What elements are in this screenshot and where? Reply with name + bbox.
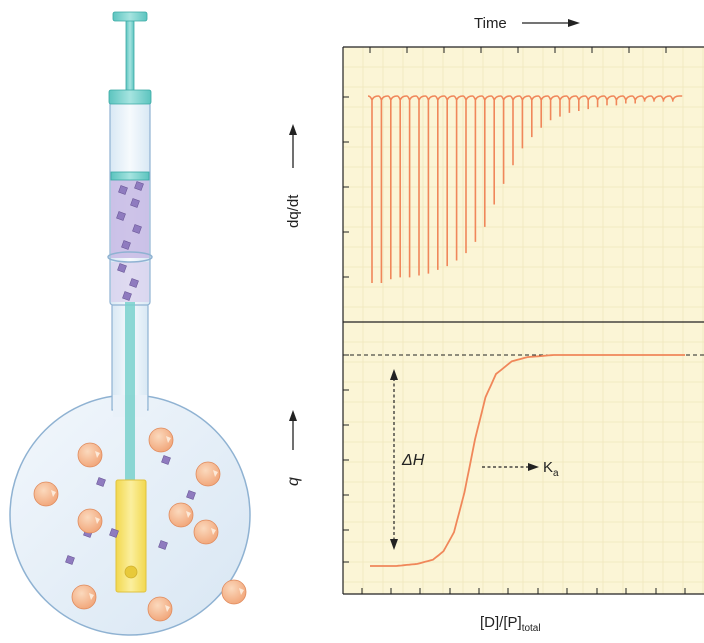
ligand-cube: [116, 211, 126, 221]
ligand-cube: [96, 477, 106, 487]
plunger-rod: [125, 17, 135, 95]
binding-pocket: [239, 588, 244, 595]
protein: [148, 427, 174, 453]
q-arrowhead: [289, 410, 297, 421]
concentration-ratio-label: [D]/[P]total: [480, 614, 541, 634]
ligand-cube: [118, 185, 128, 195]
protein: [33, 481, 59, 507]
syringe-collar: [107, 251, 153, 263]
time-arrowhead: [568, 19, 580, 27]
delta-h-arrowhead-down: [390, 539, 398, 550]
q-axis-label: q: [285, 477, 302, 486]
binding-pocket: [211, 528, 216, 535]
thermogram-trace: [367, 95, 683, 283]
ka-arrowhead: [528, 463, 539, 471]
ligand-molecules: [65, 181, 196, 565]
protein: [221, 579, 247, 605]
delta-h-label: ΔH: [401, 452, 425, 469]
ka-label: Ka: [543, 459, 559, 479]
plunger-cap: [112, 11, 148, 22]
ligand-cube: [121, 240, 131, 250]
protein: [193, 519, 219, 545]
isotherm-ticks: [343, 354, 686, 594]
protein: [77, 508, 103, 534]
isotherm-curve: [370, 354, 685, 567]
ligand-cube: [122, 291, 132, 301]
binding-pocket: [213, 470, 218, 477]
binding-pocket: [95, 451, 100, 458]
ligand-cube: [134, 181, 144, 191]
ligand-cube: [161, 455, 171, 465]
protein: [77, 442, 103, 468]
binding-pocket: [186, 511, 191, 518]
isotherm-panel: [342, 321, 704, 594]
protein-molecules: [33, 427, 247, 622]
injection-needle: [125, 302, 135, 487]
ligand-cube: [158, 540, 168, 550]
time-axis-label: Time: [474, 15, 507, 32]
binding-pocket: [165, 605, 170, 612]
thermogram-ticks: [343, 47, 667, 278]
thermogram-panel: [342, 46, 704, 322]
plunger-head: [108, 89, 152, 105]
protein: [71, 584, 97, 610]
isotherm-background: [343, 322, 704, 594]
protein: [147, 596, 173, 622]
delta-h-arrowhead-up: [390, 369, 398, 380]
ligand-cube: [65, 555, 75, 565]
ligand-cube: [186, 490, 196, 500]
binding-pocket: [166, 436, 171, 443]
ligand-cube: [132, 224, 142, 234]
thermogram-background: [343, 47, 704, 322]
binding-pocket: [51, 490, 56, 497]
dqdt-axis-label: dq/dt: [285, 194, 302, 228]
binding-pocket: [95, 517, 100, 524]
dqdt-arrowhead: [289, 124, 297, 135]
ligand-cube: [109, 528, 119, 538]
ligand-cube: [130, 198, 140, 208]
ligand-cube: [117, 263, 127, 273]
protein: [168, 502, 194, 528]
binding-pocket: [89, 593, 94, 600]
protein: [195, 461, 221, 487]
itc-apparatus: [9, 11, 251, 636]
thermogram-grid: [342, 46, 704, 322]
ligand-cube: [129, 278, 139, 288]
